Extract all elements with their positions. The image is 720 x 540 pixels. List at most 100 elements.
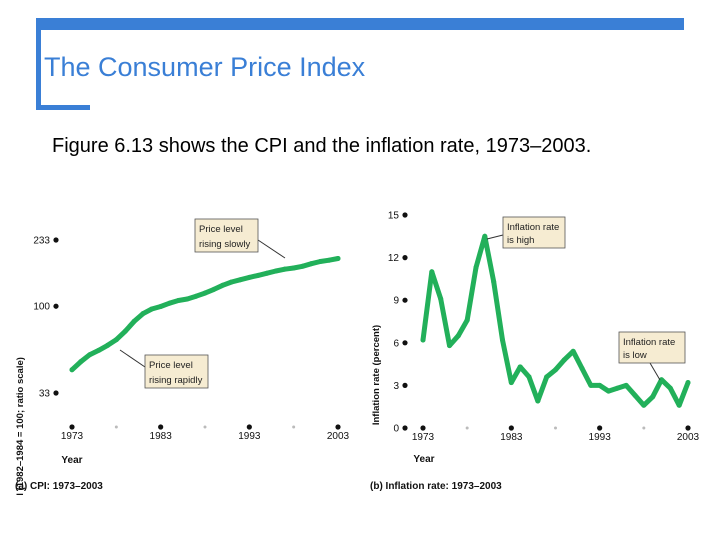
x-tick-label: 1993: [589, 432, 612, 443]
cpi-inflation-figure: CPI (1982–1984 = 100; ratio scale) Year …: [15, 211, 700, 496]
data-point: [614, 385, 620, 391]
data-point: [641, 402, 647, 408]
callout-rising-rapidly-box: [144, 354, 209, 389]
callout-rising-rapidly-pointer: [119, 349, 146, 368]
x-minor-tick-dot: [465, 426, 469, 430]
callout-inflation-low-pointer: [649, 362, 661, 381]
data-point: [237, 277, 243, 283]
data-point: [429, 269, 435, 275]
y-tick-dot: [402, 340, 408, 346]
data-point: [420, 337, 426, 343]
x-tick-dot: [335, 424, 341, 430]
data-point: [535, 398, 541, 404]
data-point: [335, 255, 341, 261]
data-point: [570, 348, 576, 354]
left-accent-bar: [36, 18, 41, 110]
data-point: [632, 392, 638, 398]
callout-inflation-low-box: [618, 331, 686, 364]
x-minor-tick-dot: [642, 426, 646, 430]
data-point: [676, 402, 682, 408]
x-tick-dot: [597, 425, 603, 431]
panel-a-axes: 33 100 233 1973 1983 1993 2003: [33, 236, 349, 443]
data-point: [220, 282, 226, 288]
x-tick-dot: [69, 424, 75, 430]
data-point: [96, 347, 102, 353]
y-tick-label: 33: [39, 389, 51, 400]
y-tick-dot: [402, 255, 408, 261]
callout-rising-slowly-line1: Price level: [199, 224, 243, 235]
data-point: [606, 388, 611, 394]
data-point: [491, 279, 497, 285]
x-tick-label: 1993: [238, 431, 261, 442]
data-point: [526, 374, 532, 380]
data-point: [447, 343, 452, 349]
x-tick-dot: [685, 425, 691, 431]
inflation-series-line: [420, 233, 691, 408]
y-tick-label: 233: [33, 236, 50, 247]
data-point: [131, 318, 137, 324]
y-tick-label: 12: [388, 253, 400, 264]
callout-inflation-low-line1: Inflation rate: [623, 337, 675, 348]
callout-rising-rapidly-line1: Price level: [149, 360, 193, 371]
data-point: [300, 263, 306, 269]
y-tick-dot: [402, 382, 408, 388]
data-point: [246, 274, 252, 280]
x-minor-tick-dot: [554, 426, 557, 430]
data-point: [184, 296, 190, 302]
data-point: [317, 258, 323, 264]
data-point: [78, 359, 84, 365]
callout-inflation-high-pointer: [486, 234, 504, 240]
callout-inflation-high-line2: is high: [507, 235, 534, 246]
y-tick-dot: [402, 425, 408, 431]
callout-rising-rapidly-line2: rising rapidly: [149, 375, 203, 386]
panel-b-points: [420, 233, 691, 408]
data-point: [69, 367, 75, 373]
y-tick-dot: [53, 303, 59, 309]
data-point: [140, 311, 146, 317]
data-point: [667, 385, 673, 391]
top-accent-bar: [36, 18, 684, 30]
data-point: [455, 333, 461, 339]
panel-b: Inflation rate (percent) Year (b) Inflat…: [370, 211, 700, 493]
x-tick-dot: [420, 425, 426, 431]
data-point: [122, 328, 128, 334]
callout-rising-slowly-line2: rising slowly: [199, 239, 250, 250]
panel-a-points: [69, 255, 341, 373]
data-point: [87, 352, 93, 358]
y-tick-dot: [53, 237, 59, 243]
x-minor-tick-dot: [203, 425, 207, 429]
callout-inflation-high-line1: Inflation rate: [507, 222, 559, 233]
data-point: [508, 380, 514, 386]
data-point: [544, 374, 550, 380]
y-tick-dot: [402, 297, 408, 303]
x-tick-dot: [158, 424, 164, 430]
data-point: [561, 357, 567, 363]
panel-b-axes: 0 3 6 9 12 15 1973 1983 1993 2003: [388, 211, 700, 444]
y-tick-label: 9: [393, 296, 399, 307]
panel-b-xlabel: Year: [413, 454, 434, 465]
x-tick-label: 1983: [500, 432, 523, 443]
data-point: [588, 382, 594, 388]
x-minor-tick-dot: [114, 425, 118, 429]
x-tick-label: 1973: [61, 431, 84, 442]
data-point: [326, 257, 332, 263]
data-point: [685, 380, 691, 386]
data-point: [500, 337, 505, 343]
data-point: [482, 233, 488, 239]
callout-inflation-low-line2: is low: [623, 350, 647, 361]
panel-b-ylabel: Inflation rate (percent): [371, 325, 382, 425]
data-point: [308, 261, 314, 267]
x-tick-label: 2003: [327, 431, 350, 442]
slide-title: The Consumer Price Index: [44, 52, 366, 82]
panel-b-title: (b) Inflation rate: 1973–2003: [370, 481, 502, 492]
bottom-accent-bar: [36, 105, 90, 110]
data-point: [650, 394, 656, 400]
data-point: [255, 272, 261, 278]
data-point: [282, 266, 288, 272]
data-point: [175, 297, 181, 303]
y-tick-label: 6: [393, 338, 399, 349]
data-point: [167, 300, 173, 306]
slide-description: Figure 6.13 shows the CPI and the inflat…: [52, 135, 592, 157]
data-point: [597, 382, 603, 388]
data-point: [623, 382, 629, 388]
